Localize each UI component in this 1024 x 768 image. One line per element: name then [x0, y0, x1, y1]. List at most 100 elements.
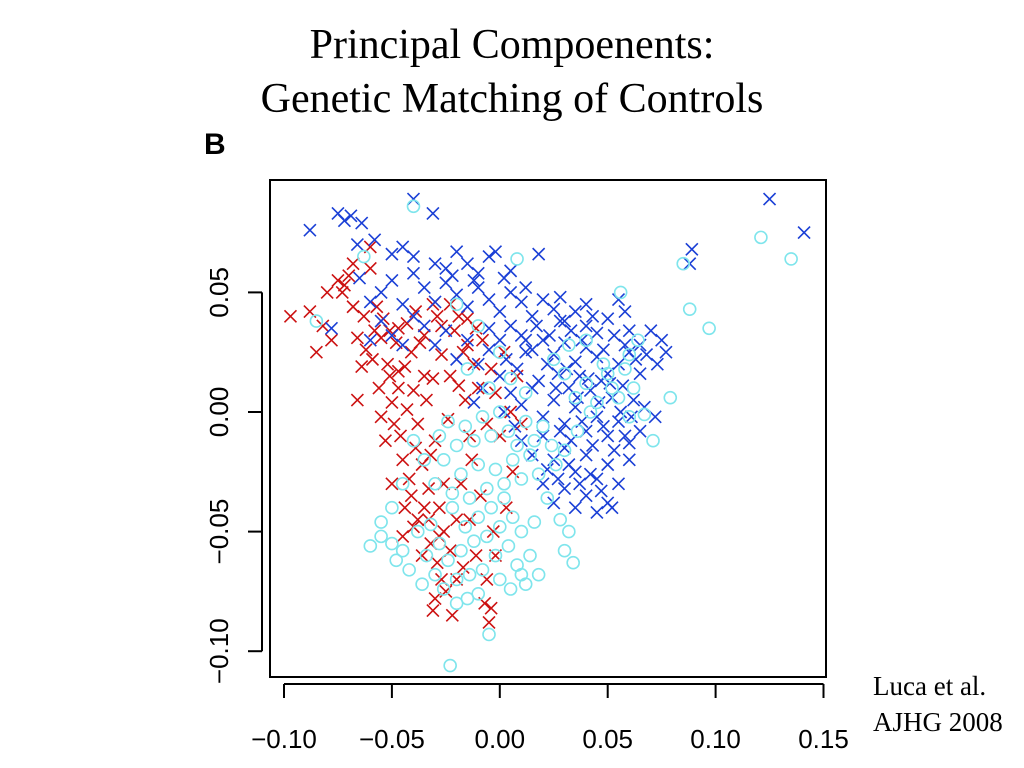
- data-point-cross: [590, 326, 604, 340]
- x-tick-label: 0.00: [474, 724, 525, 754]
- data-point-cross: [611, 357, 626, 371]
- data-point-circle: [626, 381, 641, 395]
- data-point-cross: [378, 434, 392, 448]
- data-point-cross: [316, 319, 330, 333]
- data-point-cross: [655, 333, 669, 347]
- data-point-cross: [557, 481, 572, 496]
- data-point-circle: [583, 405, 598, 419]
- data-point-circle: [432, 536, 447, 551]
- data-point-circle: [309, 314, 324, 328]
- data-point-cross: [482, 249, 496, 264]
- data-point-circle: [480, 481, 494, 496]
- data-point-circle: [503, 582, 518, 596]
- data-point-cross: [519, 333, 533, 347]
- data-point-cross: [493, 369, 507, 383]
- data-point-cross: [428, 257, 442, 271]
- data-point-cross: [374, 410, 388, 424]
- x-tick-label: −0.10: [251, 724, 317, 754]
- data-point-cross: [637, 400, 651, 414]
- data-point-cross: [422, 481, 436, 496]
- data-point-cross: [605, 501, 619, 515]
- data-point-cross: [402, 472, 416, 486]
- data-point-cross: [570, 391, 585, 405]
- data-point-cross: [404, 345, 418, 359]
- data-point-circle: [596, 357, 611, 371]
- data-point-circle: [553, 512, 568, 527]
- data-point-cross: [762, 192, 777, 206]
- data-point-cross: [480, 417, 494, 431]
- data-point-cross: [601, 312, 615, 326]
- data-point-cross: [497, 345, 511, 359]
- data-point-cross: [504, 285, 518, 299]
- data-point-cross: [406, 383, 421, 398]
- data-point-cross: [331, 273, 345, 288]
- data-point-cross: [624, 410, 639, 424]
- data-point-cross: [590, 472, 604, 486]
- data-point-cross: [579, 297, 593, 311]
- data-point-cross: [460, 300, 474, 314]
- data-point-cross: [411, 513, 425, 527]
- data-point-circle: [454, 543, 468, 558]
- y-tick-label: −0.10: [204, 618, 234, 684]
- data-point-cross: [553, 314, 567, 328]
- data-point-circle: [518, 386, 533, 400]
- y-tick-label: 0.05: [204, 267, 234, 318]
- data-point-cross: [428, 592, 442, 606]
- data-point-circle: [443, 658, 457, 673]
- data-point-cross: [519, 345, 533, 359]
- data-point-circle: [445, 486, 460, 501]
- data-point-cross: [482, 615, 496, 630]
- data-point-cross: [404, 489, 418, 503]
- data-point-cross: [644, 324, 658, 338]
- data-point-cross: [499, 352, 513, 366]
- data-point-circle: [557, 366, 572, 381]
- data-point-circle: [497, 491, 511, 505]
- data-point-circle: [406, 199, 421, 214]
- data-point-cross: [514, 398, 528, 412]
- data-point-circle: [484, 429, 498, 443]
- data-point-cross: [633, 367, 647, 381]
- data-point-circle: [531, 467, 546, 481]
- data-point-circle: [492, 345, 507, 360]
- data-point-circle: [471, 319, 486, 333]
- data-point-cross: [417, 281, 431, 295]
- data-point-cross: [303, 223, 317, 237]
- x-axis: −0.10 −0.05 0.00 0.05 0.10 0.15: [251, 683, 849, 754]
- data-point-circle: [395, 476, 410, 491]
- data-point-cross: [633, 424, 647, 438]
- data-point-cross: [607, 443, 621, 457]
- data-point-cross: [594, 374, 608, 388]
- data-point-circle: [462, 491, 477, 505]
- data-point-cross: [344, 209, 358, 223]
- data-point-circle: [441, 414, 455, 429]
- data-point-cross: [324, 321, 339, 335]
- data-point-circle: [363, 539, 378, 553]
- data-point-cross: [497, 271, 511, 285]
- data-point-cross: [497, 405, 511, 419]
- data-point-circle: [374, 515, 388, 529]
- data-point-cross: [568, 501, 582, 515]
- data-point-cross: [525, 448, 539, 462]
- data-point-circle: [445, 500, 460, 515]
- points-layer: [283, 192, 811, 673]
- data-point-cross: [564, 324, 578, 338]
- data-point-cross: [396, 453, 410, 467]
- data-point-cross: [616, 379, 630, 393]
- data-point-cross: [549, 381, 563, 395]
- data-point-cross: [374, 314, 388, 328]
- data-point-cross: [579, 319, 593, 333]
- data-point-cross: [622, 453, 636, 467]
- data-point-cross: [607, 328, 621, 343]
- data-point-cross: [406, 266, 421, 280]
- data-point-cross: [575, 333, 589, 347]
- data-point-cross: [482, 321, 496, 335]
- data-point-circle: [460, 362, 475, 376]
- data-point-circle: [462, 567, 477, 582]
- data-point-cross: [504, 386, 518, 400]
- data-point-circle: [631, 333, 645, 348]
- data-point-cross: [540, 462, 554, 476]
- data-point-circle: [484, 500, 498, 515]
- data-point-circle: [611, 390, 626, 405]
- data-point-cross: [383, 369, 397, 383]
- data-point-cross: [396, 240, 410, 254]
